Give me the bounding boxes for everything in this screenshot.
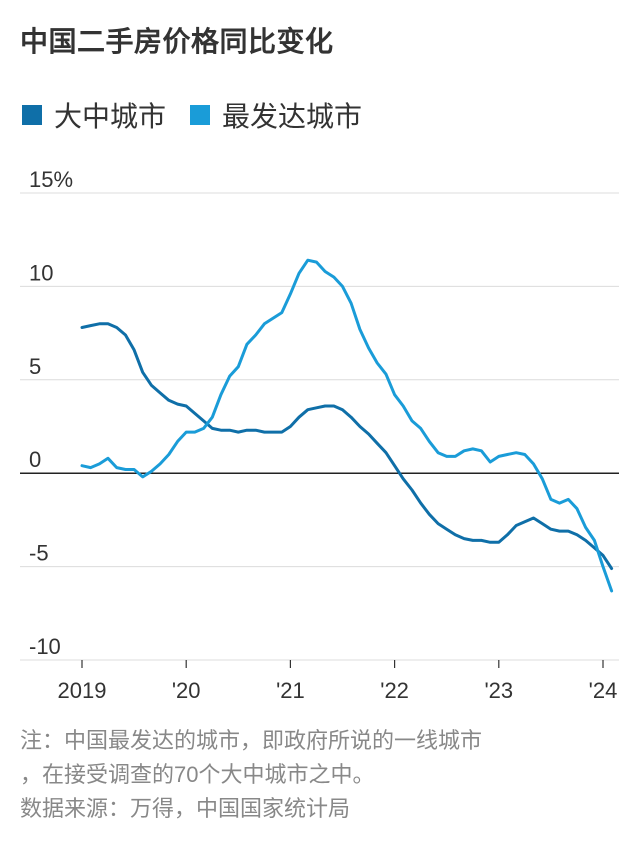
legend-swatch-series-1 (190, 105, 211, 125)
legend-swatch-series-0 (22, 105, 42, 125)
legend-label-series-1: 最发达城市 (222, 101, 363, 132)
x-tick-label-0: 2019 (58, 678, 107, 700)
legend-item-series-0: 大中城市 (22, 95, 166, 135)
y-tick-label-3: 0 (29, 447, 41, 472)
y-tick-label-4: -5 (29, 541, 49, 566)
x-tick-label-3: '22 (380, 678, 409, 700)
legend: 大中城市 最发达城市 (22, 95, 386, 135)
series-line-0 (80, 322, 614, 570)
source-line: 数据来源：万得，中国国家统计局 (20, 796, 351, 821)
legend-label-series-0: 大中城市 (54, 101, 167, 132)
note-line-2: ，在接受调查的70个大中城市之中。 (20, 762, 375, 787)
y-tick-label-5: -10 (29, 634, 61, 659)
line-chart: 15% 10 5 0 -5 -10 2019 '20 '21 '22 '23 '24 (20, 167, 619, 700)
x-tick-label-1: '20 (172, 678, 201, 700)
x-tick-label-4: '23 (484, 678, 513, 700)
y-tick-label-2: 5 (29, 354, 41, 379)
y-tick-label-0: 15% (29, 167, 73, 192)
notes: 注：中国最发达的城市，即政府所说的一线城市 ，在接受调查的70个大中城市之中。 … (20, 724, 482, 826)
y-tick-label-1: 10 (29, 260, 53, 285)
x-tick-label-2: '21 (276, 678, 305, 700)
chart-title: 中国二手房价格同比变化 (20, 26, 334, 57)
x-tick-label-5: '24 (589, 678, 618, 700)
series-line-1 (80, 258, 614, 593)
note-line-1: 注：中国最发达的城市，即政府所说的一线城市 (20, 728, 483, 753)
legend-item-series-1: 最发达城市 (190, 95, 362, 135)
